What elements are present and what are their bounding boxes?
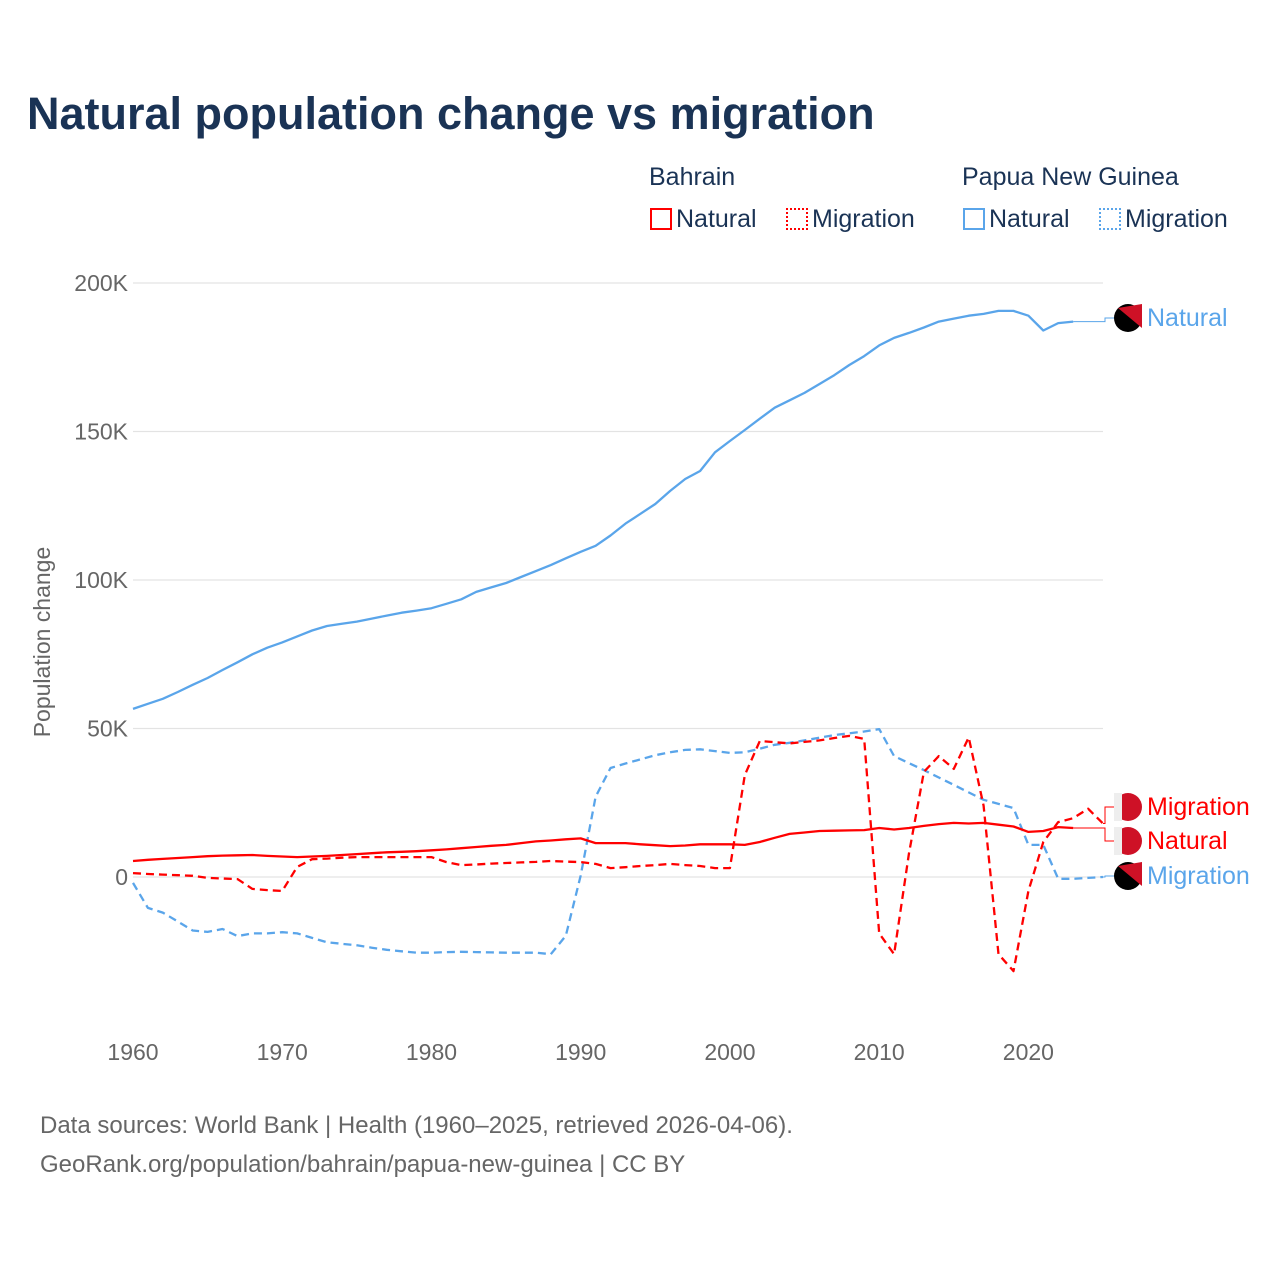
- legend-label: Migration: [1125, 205, 1228, 233]
- label-connector: [1103, 875, 1114, 878]
- y-tick-label: 150K: [74, 419, 128, 445]
- x-tick-label: 2010: [854, 1039, 905, 1065]
- y-tick-label: 50K: [87, 716, 129, 742]
- legend-swatch-solid: [963, 208, 985, 230]
- x-tick-label: 2000: [704, 1039, 755, 1065]
- label-connector: [1103, 806, 1114, 825]
- flag-stripe: [1114, 827, 1122, 855]
- y-axis-label: Population change: [29, 547, 55, 738]
- end-label: Natural: [1147, 827, 1228, 855]
- footer-link[interactable]: GeoRank.org/population/bahrain/papua-new…: [40, 1151, 686, 1178]
- end-label: Migration: [1147, 793, 1250, 821]
- flag-stripe: [1118, 304, 1142, 328]
- legend-label: Natural: [989, 205, 1070, 233]
- flag-stripe: [1118, 862, 1142, 886]
- legend-label: Migration: [812, 205, 915, 233]
- legend-bahrain-migration[interactable]: Migration: [786, 205, 915, 234]
- series-line-papua-new-guinea-natural: [132, 309, 1074, 710]
- legend-bahrain-natural[interactable]: Natural: [650, 205, 757, 234]
- x-tick-label: 1980: [406, 1039, 457, 1065]
- label-connector: [1073, 827, 1114, 842]
- legend-group-bahrain: Bahrain: [649, 163, 736, 191]
- x-tick-label: 2020: [1003, 1039, 1054, 1065]
- legend-png-migration[interactable]: Migration: [1099, 205, 1228, 234]
- x-tick-label: 1990: [555, 1039, 606, 1065]
- label-connector: [1073, 317, 1114, 323]
- y-tick-label: 100K: [74, 567, 128, 593]
- legend-label: Natural: [676, 205, 757, 233]
- end-label: Natural: [1147, 304, 1228, 332]
- end-label: Migration: [1147, 862, 1250, 890]
- legend-png-natural[interactable]: Natural: [963, 205, 1070, 234]
- footer: Data sources: World Bank | Health (1960–…: [40, 1106, 793, 1184]
- series-line-bahrain-natural: [132, 821, 1074, 863]
- series-line-papua-new-guinea-migration: [132, 727, 1104, 956]
- x-tick-label: 1970: [257, 1039, 308, 1065]
- legend-group-png: Papua New Guinea: [962, 163, 1179, 191]
- legend-swatch-solid: [650, 208, 672, 230]
- y-tick-label: 0: [115, 864, 128, 890]
- series-line-bahrain-migration: [132, 734, 1104, 973]
- legend-swatch-dotted: [1099, 208, 1121, 230]
- chart-title: Natural population change vs migration: [27, 88, 875, 139]
- footer-sources: Data sources: World Bank | Health (1960–…: [40, 1112, 793, 1139]
- flag-stripe: [1114, 793, 1122, 821]
- legend-swatch-dotted: [786, 208, 808, 230]
- y-tick-label: 200K: [74, 270, 128, 296]
- x-tick-label: 1960: [107, 1039, 158, 1065]
